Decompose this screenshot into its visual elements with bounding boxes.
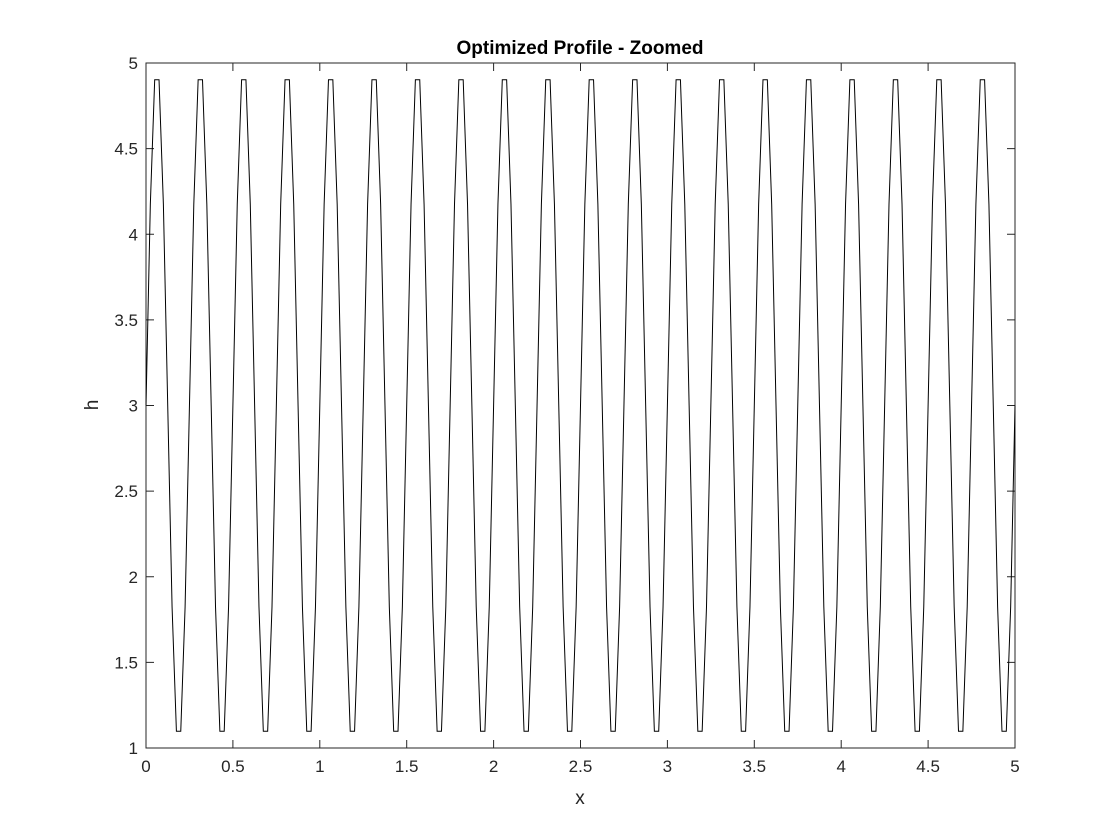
plot-area: 0 0.5 1 1.5 2 2.5 3 3.5 4 4.5 5 1 1.5 2 2.5 3 3.5 4 4.5 5 [114, 54, 1019, 776]
x-tick-label: 0.5 [221, 757, 245, 776]
x-tick-label: 0 [141, 757, 150, 776]
y-axis-label: h [82, 400, 103, 411]
x-tick-label: 4 [836, 757, 845, 776]
x-tick-label: 2.5 [569, 757, 593, 776]
y-tick-label: 2 [129, 568, 138, 587]
series-line-profile [145, 79, 1016, 732]
y-tick-label: 5 [129, 54, 138, 73]
y-ticks: 1 1.5 2 2.5 3 3.5 4 4.5 5 [114, 54, 1015, 758]
x-tick-label: 3.5 [742, 757, 766, 776]
x-axis-label: x [575, 788, 585, 809]
x-tick-label: 1.5 [395, 757, 419, 776]
x-tick-label: 3 [663, 757, 672, 776]
x-tick-label: 2 [489, 757, 498, 776]
x-ticks: 0 0.5 1 1.5 2 2.5 3 3.5 4 4.5 5 [141, 63, 1020, 776]
chart-title: Optimized Profile - Zoomed [456, 38, 703, 59]
x-tick-label: 1 [315, 757, 324, 776]
y-tick-label: 1 [129, 739, 138, 758]
y-tick-label: 4 [129, 225, 138, 244]
y-tick-label: 2.5 [114, 482, 138, 501]
x-tick-label: 4.5 [916, 757, 940, 776]
y-tick-label: 1.5 [114, 653, 138, 672]
x-tick-label: 5 [1010, 757, 1019, 776]
y-tick-label: 4.5 [114, 140, 138, 159]
y-tick-label: 3 [129, 397, 138, 416]
y-tick-label: 3.5 [114, 311, 138, 330]
